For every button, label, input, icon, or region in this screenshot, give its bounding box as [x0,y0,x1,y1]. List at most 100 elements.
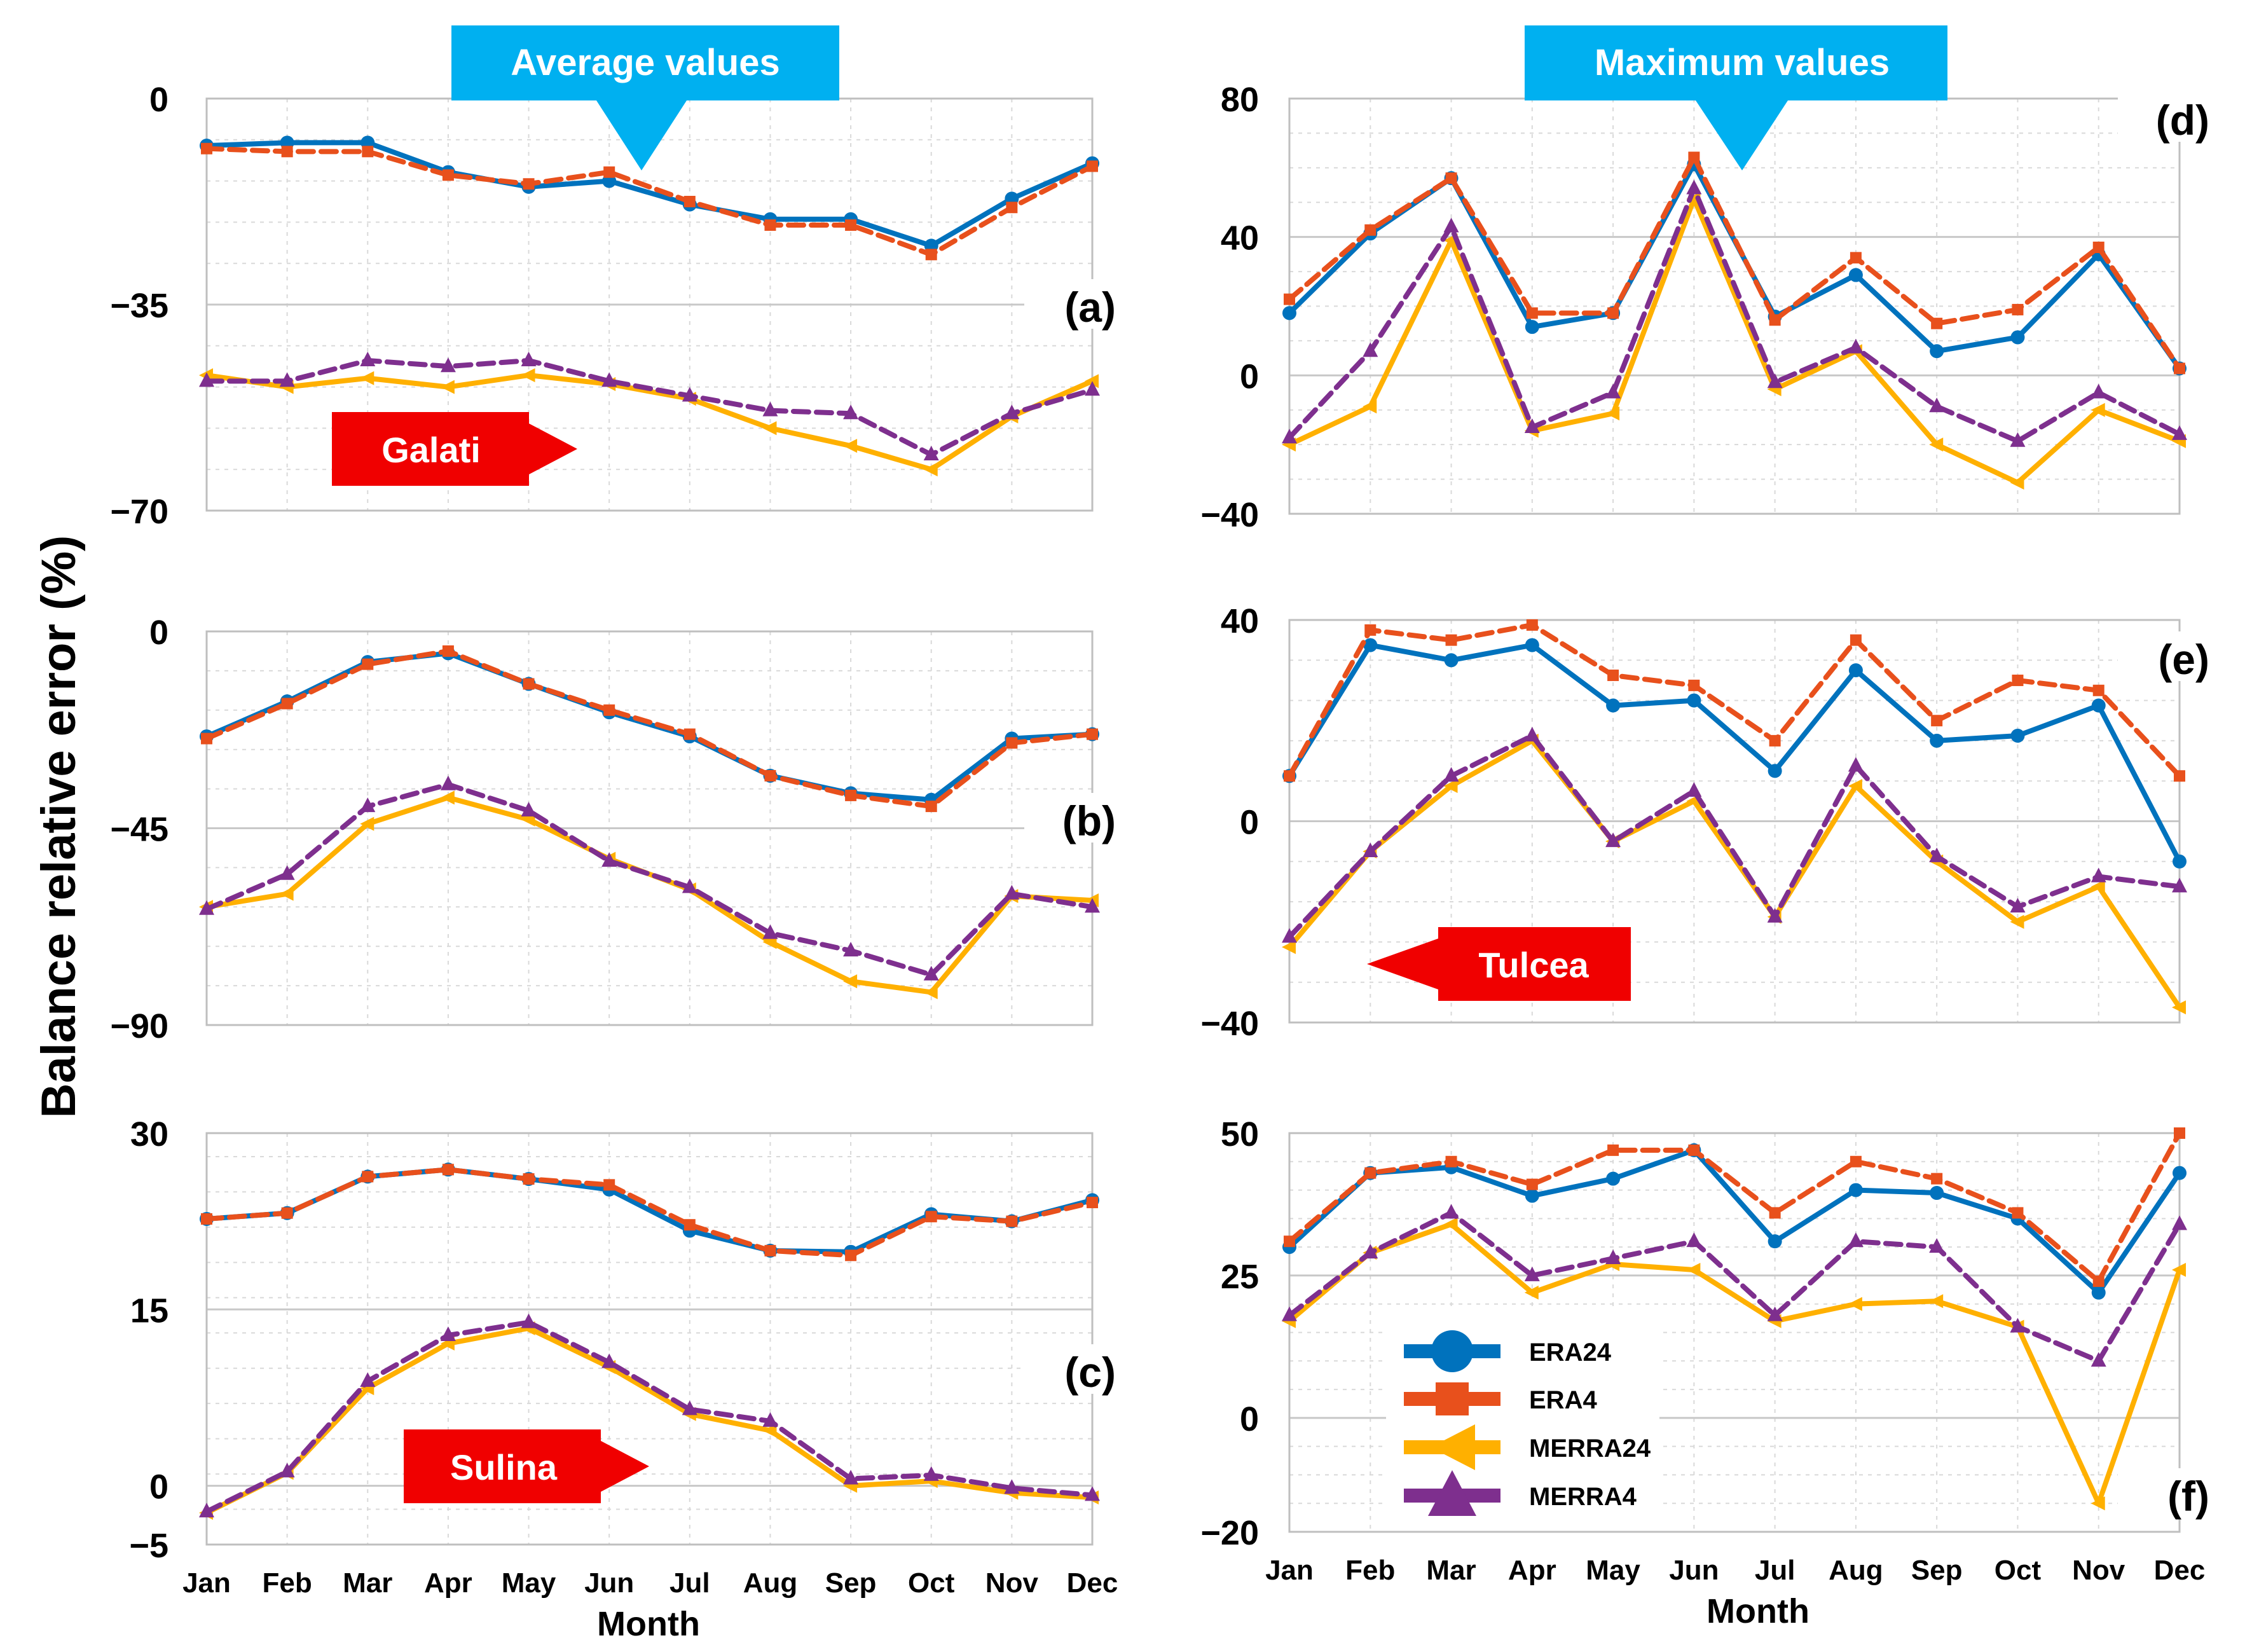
axes-frame-c [205,1132,1094,1546]
data-point [1605,383,1621,399]
x-tick-label: Jun [584,1567,634,1599]
data-point [1686,179,1702,195]
legend-label-era24: ERA24 [1529,1339,1612,1366]
series-d-era24 [1282,157,2187,376]
series-line [204,795,1095,995]
data-point [1006,737,1018,749]
y-axis-label: Balance relative error (%) [32,535,86,1119]
data-point [1364,224,1377,236]
data-point [1687,693,1701,708]
data-point [1686,191,1701,206]
x-tick-label: Sep [1911,1555,1963,1586]
maximum-banner-label: Maximum values [1595,42,1890,83]
panel-label-bg [1024,1344,1118,1394]
x-tick-label: Nov [985,1567,1039,1599]
data-point [521,1313,537,1328]
legend-marker-era24 [1431,1330,1473,1372]
y-tick-label: 30 [130,1115,168,1153]
y-tick-label: 0 [149,614,168,652]
legend-entry-merra24: MERRA24 [1404,1424,1651,1470]
x-tick-label: Aug [1829,1555,1883,1586]
y-tick-label: −45 [110,811,168,849]
y-tick-label: −40 [1200,1005,1259,1043]
data-point [1087,160,1098,172]
data-point [2172,1215,2187,1230]
data-point [683,728,696,740]
data-point [2092,684,2105,696]
data-point [281,698,293,710]
series-line [204,1167,1095,1255]
data-point [440,380,455,394]
data-point [2010,476,2024,490]
data-point [1769,1207,1781,1219]
series-line [204,1325,1095,1516]
data-point [923,985,938,1000]
data-point [1929,397,1945,413]
data-point [682,1400,697,1415]
data-point [601,852,617,867]
average-values-banner: Average values [451,25,839,170]
series-line [1287,196,2182,486]
legend-label-era4: ERA4 [1529,1386,1597,1414]
data-point [1364,1167,1377,1179]
y-tick-label: −20 [1200,1514,1259,1552]
y-tick-label: −90 [110,1007,168,1045]
series-line [204,1167,1095,1258]
x-tick-label: Jun [1669,1555,1719,1586]
data-point [2012,674,2024,686]
data-point [1767,373,1783,389]
panels-layer: 0 −35 −70 (a) 0 −45 −90 (b) 30 15 0 −5 Jan Feb Mar Apr M… [110,81,2212,1599]
data-point [1443,1217,1458,1232]
data-point [2091,1496,2105,1511]
series-f-merra4 [1282,1204,2187,1367]
data-point [360,351,376,366]
data-point [1688,151,1700,163]
data-point [362,658,374,670]
data-point [1524,1285,1539,1300]
data-point [1605,1249,1621,1265]
data-point [2172,1262,2186,1277]
data-point [1284,293,1295,305]
panel-label-bg [1024,279,1118,329]
data-point [601,1353,617,1368]
x-tick-label: Dec [1067,1567,1118,1599]
grid-b [206,630,1093,1026]
legend-marker-era4 [1436,1382,1469,1415]
legend-marker-merra4 [1428,1470,1476,1516]
x-tick-label: Apr [1508,1555,1556,1586]
series-line [1287,1147,2182,1295]
data-point [521,368,535,383]
data-point [762,1412,778,1427]
data-point [1282,928,1297,943]
x-tick-label: Nov [2072,1555,2125,1586]
data-point [2012,303,2024,315]
series-d-merra4 [1282,179,2187,447]
data-point [1087,1197,1098,1209]
data-point [1929,437,1944,452]
x-tick-label: Sep [825,1567,877,1599]
series-line [1287,733,2182,940]
data-point [2174,362,2185,375]
series-line [204,140,1095,249]
data-point [2091,1285,2106,1300]
data-point [683,1219,696,1231]
series-line [1287,622,2182,779]
tulcea-station-arrow: Tulcea [1367,927,1631,1001]
series-line [1287,642,2182,864]
data-point [521,801,537,816]
data-point [1282,1306,1297,1321]
data-point [1525,1188,1539,1203]
data-point [845,1249,857,1262]
data-point [1284,1236,1295,1248]
panel-c: 30 15 0 −5 Jan Feb Mar Apr May Jun Jul Aug Sep Oct Nov… [129,1115,1118,1599]
data-point [523,1173,535,1185]
x-tick-label: Jul [669,1567,710,1599]
series-e-merra4 [1282,726,2187,943]
data-point [603,1179,615,1191]
data-point [2092,1275,2105,1287]
data-point [1848,757,1864,772]
data-point [925,801,937,813]
legend-entry-era24: ERA24 [1404,1330,1612,1372]
